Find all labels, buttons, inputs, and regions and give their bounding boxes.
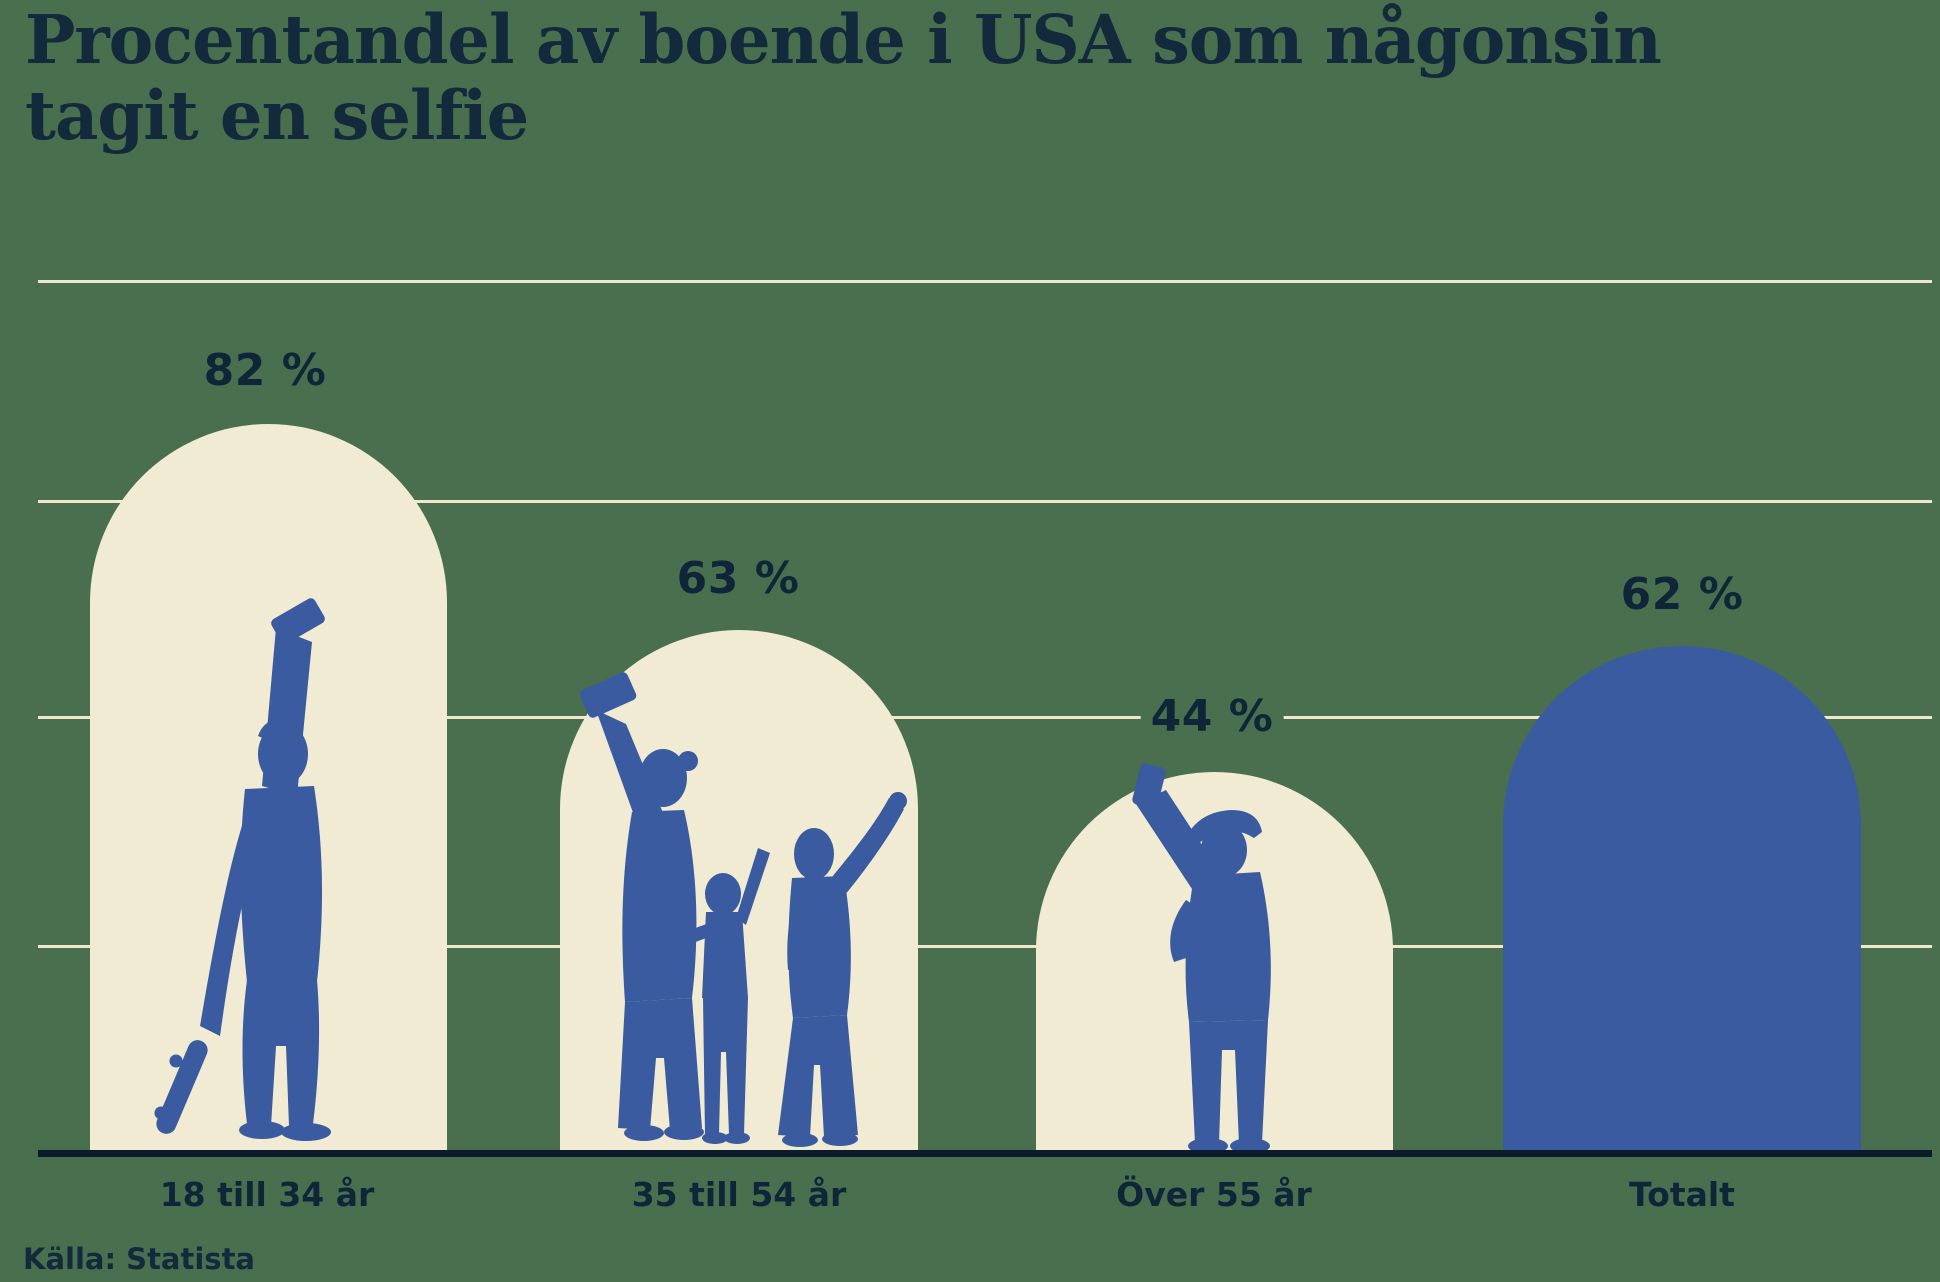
value-label-35-till-54: 63 % [676,553,800,604]
gridline-3 [38,716,1932,719]
gridline-1 [38,280,1932,283]
family-selfie-icon [579,672,907,1147]
young-adult-selfie-skateboard-icon [154,598,331,1141]
chart-title: Procentandel av boende i USA som någonsi… [25,0,1662,155]
category-label-over-55: Över 55 år [1116,1175,1312,1214]
value-label-totalt: 62 % [1620,569,1744,620]
gridline-4 [38,945,1932,948]
x-axis-line [38,1150,1932,1157]
value-label-18-till-34: 82 % [203,345,327,396]
older-man-selfie-icon [1132,763,1271,1154]
bar-totalt [1503,646,1861,1150]
category-label-18-till-34: 18 till 34 år [159,1175,375,1214]
gridline-2 [38,500,1932,503]
category-label-totalt: Totalt [1629,1175,1735,1214]
source-attribution: Källa: Statista [23,1242,255,1276]
value-label-over-55: 44 % [1140,694,1284,740]
category-label-35-till-54: 35 till 54 år [631,1175,847,1214]
